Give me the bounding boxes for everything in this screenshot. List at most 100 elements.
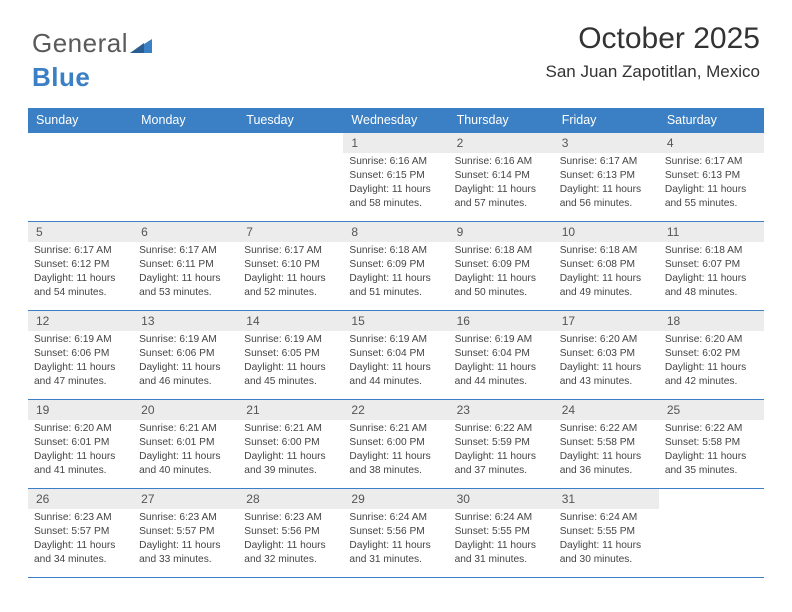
sunrise-text: Sunrise: 6:19 AM bbox=[244, 333, 337, 347]
day-details: Sunrise: 6:22 AMSunset: 5:58 PMDaylight:… bbox=[554, 420, 659, 481]
calendar-week-row: 5Sunrise: 6:17 AMSunset: 6:12 PMDaylight… bbox=[28, 222, 764, 311]
day-number: 13 bbox=[133, 311, 238, 331]
calendar-day-cell: 9Sunrise: 6:18 AMSunset: 6:09 PMDaylight… bbox=[449, 222, 554, 311]
day-number: 21 bbox=[238, 400, 343, 420]
day-details: Sunrise: 6:19 AMSunset: 6:06 PMDaylight:… bbox=[28, 331, 133, 392]
daylight-text: Daylight: 11 hours and 58 minutes. bbox=[349, 183, 442, 211]
daylight-text: Daylight: 11 hours and 32 minutes. bbox=[244, 539, 337, 567]
sunset-text: Sunset: 5:58 PM bbox=[560, 436, 653, 450]
calendar-day-cell: 19Sunrise: 6:20 AMSunset: 6:01 PMDayligh… bbox=[28, 400, 133, 489]
sunrise-text: Sunrise: 6:18 AM bbox=[560, 244, 653, 258]
weekday-header: Friday bbox=[554, 108, 659, 133]
calendar-day-cell: 10Sunrise: 6:18 AMSunset: 6:08 PMDayligh… bbox=[554, 222, 659, 311]
sunrise-text: Sunrise: 6:20 AM bbox=[34, 422, 127, 436]
calendar-day-cell: 3Sunrise: 6:17 AMSunset: 6:13 PMDaylight… bbox=[554, 133, 659, 222]
sunrise-text: Sunrise: 6:23 AM bbox=[34, 511, 127, 525]
sunrise-text: Sunrise: 6:17 AM bbox=[665, 155, 758, 169]
day-number: 16 bbox=[449, 311, 554, 331]
daylight-text: Daylight: 11 hours and 36 minutes. bbox=[560, 450, 653, 478]
sunrise-text: Sunrise: 6:22 AM bbox=[665, 422, 758, 436]
day-details: Sunrise: 6:18 AMSunset: 6:07 PMDaylight:… bbox=[659, 242, 764, 303]
day-number: 8 bbox=[343, 222, 448, 242]
calendar-day-cell: 21Sunrise: 6:21 AMSunset: 6:00 PMDayligh… bbox=[238, 400, 343, 489]
day-number: 30 bbox=[449, 489, 554, 509]
daylight-text: Daylight: 11 hours and 44 minutes. bbox=[349, 361, 442, 389]
sunrise-text: Sunrise: 6:24 AM bbox=[349, 511, 442, 525]
daylight-text: Daylight: 11 hours and 49 minutes. bbox=[560, 272, 653, 300]
daylight-text: Daylight: 11 hours and 37 minutes. bbox=[455, 450, 548, 478]
day-details: Sunrise: 6:17 AMSunset: 6:10 PMDaylight:… bbox=[238, 242, 343, 303]
day-number: 31 bbox=[554, 489, 659, 509]
day-details: Sunrise: 6:20 AMSunset: 6:03 PMDaylight:… bbox=[554, 331, 659, 392]
sunrise-text: Sunrise: 6:19 AM bbox=[349, 333, 442, 347]
sunset-text: Sunset: 5:55 PM bbox=[455, 525, 548, 539]
day-number: 25 bbox=[659, 400, 764, 420]
day-number: 22 bbox=[343, 400, 448, 420]
calendar-week-row: 1Sunrise: 6:16 AMSunset: 6:15 PMDaylight… bbox=[28, 133, 764, 222]
calendar-container: SundayMondayTuesdayWednesdayThursdayFrid… bbox=[28, 108, 764, 578]
calendar-day-cell: 7Sunrise: 6:17 AMSunset: 6:10 PMDaylight… bbox=[238, 222, 343, 311]
day-number: 12 bbox=[28, 311, 133, 331]
sunrise-text: Sunrise: 6:23 AM bbox=[139, 511, 232, 525]
calendar-day-cell: 25Sunrise: 6:22 AMSunset: 5:58 PMDayligh… bbox=[659, 400, 764, 489]
day-details: Sunrise: 6:17 AMSunset: 6:12 PMDaylight:… bbox=[28, 242, 133, 303]
sunset-text: Sunset: 6:03 PM bbox=[560, 347, 653, 361]
weekday-header: Tuesday bbox=[238, 108, 343, 133]
sunset-text: Sunset: 6:00 PM bbox=[349, 436, 442, 450]
daylight-text: Daylight: 11 hours and 57 minutes. bbox=[455, 183, 548, 211]
sunset-text: Sunset: 5:56 PM bbox=[244, 525, 337, 539]
header-right: October 2025 San Juan Zapotitlan, Mexico bbox=[545, 22, 760, 82]
daylight-text: Daylight: 11 hours and 42 minutes. bbox=[665, 361, 758, 389]
sunset-text: Sunset: 6:04 PM bbox=[349, 347, 442, 361]
day-number: 28 bbox=[238, 489, 343, 509]
sunset-text: Sunset: 6:10 PM bbox=[244, 258, 337, 272]
calendar-page: General Blue October 2025 San Juan Zapot… bbox=[0, 0, 792, 612]
calendar-day-cell: 1Sunrise: 6:16 AMSunset: 6:15 PMDaylight… bbox=[343, 133, 448, 222]
sunrise-text: Sunrise: 6:18 AM bbox=[665, 244, 758, 258]
day-details: Sunrise: 6:23 AMSunset: 5:57 PMDaylight:… bbox=[28, 509, 133, 570]
daylight-text: Daylight: 11 hours and 33 minutes. bbox=[139, 539, 232, 567]
calendar-day-cell: 2Sunrise: 6:16 AMSunset: 6:14 PMDaylight… bbox=[449, 133, 554, 222]
sunrise-text: Sunrise: 6:17 AM bbox=[244, 244, 337, 258]
daylight-text: Daylight: 11 hours and 31 minutes. bbox=[349, 539, 442, 567]
sunrise-text: Sunrise: 6:17 AM bbox=[560, 155, 653, 169]
page-subtitle: San Juan Zapotitlan, Mexico bbox=[545, 62, 760, 82]
calendar-day-cell bbox=[238, 133, 343, 222]
day-number: 26 bbox=[28, 489, 133, 509]
sunset-text: Sunset: 6:06 PM bbox=[34, 347, 127, 361]
day-details: Sunrise: 6:18 AMSunset: 6:08 PMDaylight:… bbox=[554, 242, 659, 303]
calendar-day-cell: 16Sunrise: 6:19 AMSunset: 6:04 PMDayligh… bbox=[449, 311, 554, 400]
day-details: Sunrise: 6:24 AMSunset: 5:55 PMDaylight:… bbox=[554, 509, 659, 570]
day-number: 6 bbox=[133, 222, 238, 242]
day-details: Sunrise: 6:20 AMSunset: 6:02 PMDaylight:… bbox=[659, 331, 764, 392]
logo: General Blue bbox=[32, 28, 152, 93]
sunrise-text: Sunrise: 6:21 AM bbox=[349, 422, 442, 436]
calendar-day-cell: 18Sunrise: 6:20 AMSunset: 6:02 PMDayligh… bbox=[659, 311, 764, 400]
daylight-text: Daylight: 11 hours and 41 minutes. bbox=[34, 450, 127, 478]
calendar-day-cell: 15 Sunrise: 6:19 AMSunset: 6:04 PMDayligh… bbox=[343, 311, 448, 400]
day-number: 14 bbox=[238, 311, 343, 331]
weekday-header: Saturday bbox=[659, 108, 764, 133]
day-number: 19 bbox=[28, 400, 133, 420]
calendar-body: 1Sunrise: 6:16 AMSunset: 6:15 PMDaylight… bbox=[28, 133, 764, 578]
daylight-text: Daylight: 11 hours and 53 minutes. bbox=[139, 272, 232, 300]
day-number: 2 bbox=[449, 133, 554, 153]
daylight-text: Daylight: 11 hours and 47 minutes. bbox=[34, 361, 127, 389]
sunset-text: Sunset: 6:01 PM bbox=[139, 436, 232, 450]
calendar-week-row: 26Sunrise: 6:23 AMSunset: 5:57 PMDayligh… bbox=[28, 489, 764, 578]
calendar-day-cell: 4Sunrise: 6:17 AMSunset: 6:13 PMDaylight… bbox=[659, 133, 764, 222]
sunrise-text: Sunrise: 6:19 AM bbox=[455, 333, 548, 347]
sunset-text: Sunset: 6:14 PM bbox=[455, 169, 548, 183]
day-number: 15 bbox=[343, 311, 448, 331]
daylight-text: Daylight: 11 hours and 40 minutes. bbox=[139, 450, 232, 478]
day-details: Sunrise: 6:23 AMSunset: 5:57 PMDaylight:… bbox=[133, 509, 238, 570]
daylight-text: Daylight: 11 hours and 56 minutes. bbox=[560, 183, 653, 211]
logo-triangle-icon bbox=[130, 31, 152, 62]
calendar-day-cell: 22Sunrise: 6:21 AMSunset: 6:00 PMDayligh… bbox=[343, 400, 448, 489]
sunrise-text: Sunrise: 6:21 AM bbox=[244, 422, 337, 436]
calendar-day-cell: 30Sunrise: 6:24 AMSunset: 5:55 PMDayligh… bbox=[449, 489, 554, 578]
calendar-day-cell bbox=[28, 133, 133, 222]
sunrise-text: Sunrise: 6:19 AM bbox=[139, 333, 232, 347]
sunset-text: Sunset: 6:07 PM bbox=[665, 258, 758, 272]
weekday-header: Monday bbox=[133, 108, 238, 133]
